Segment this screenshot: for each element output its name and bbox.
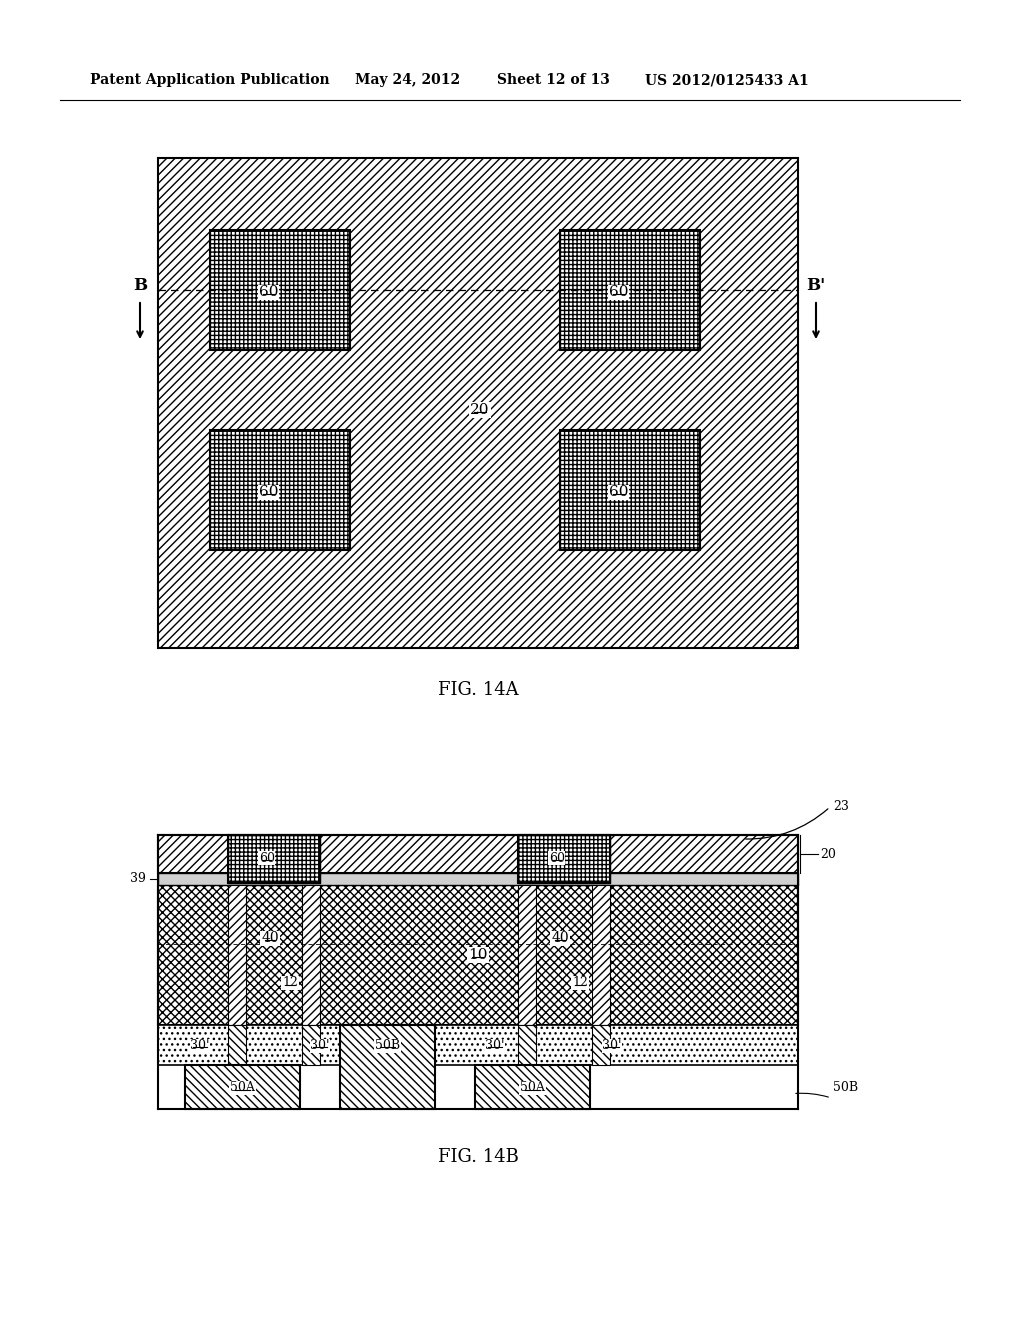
Text: 50B: 50B [375, 1039, 400, 1052]
Text: 20: 20 [820, 847, 836, 861]
Text: 30': 30' [602, 1039, 622, 1052]
Bar [475, 1065, 590, 1109]
Text: 60: 60 [609, 486, 629, 499]
Bar [302, 884, 319, 1026]
Bar [158, 836, 798, 873]
Bar [210, 230, 350, 350]
Text: 30': 30' [485, 1039, 505, 1052]
Text: B': B' [806, 277, 825, 294]
Text: 30': 30' [310, 1039, 330, 1052]
Text: May 24, 2012: May 24, 2012 [355, 73, 460, 87]
Bar [560, 430, 700, 550]
Text: 50A: 50A [230, 1081, 255, 1094]
Bar [158, 884, 798, 1026]
Bar [518, 836, 610, 883]
Text: 40: 40 [551, 931, 568, 945]
Text: 60: 60 [259, 486, 279, 499]
Text: 50B: 50B [833, 1081, 858, 1094]
Bar [158, 158, 798, 648]
Bar [518, 836, 610, 883]
Text: 20: 20 [470, 403, 489, 417]
Text: FIG. 14A: FIG. 14A [437, 681, 518, 700]
Bar [560, 230, 700, 350]
Text: 10: 10 [468, 948, 487, 962]
Bar [185, 1065, 300, 1109]
Bar [210, 430, 350, 550]
Text: Patent Application Publication: Patent Application Publication [90, 73, 330, 87]
Text: 50A: 50A [520, 1081, 545, 1094]
Bar [302, 1026, 319, 1065]
Text: 60: 60 [549, 851, 564, 865]
Text: 60: 60 [259, 851, 274, 865]
Bar [158, 873, 798, 884]
Bar [340, 1026, 435, 1109]
Bar [210, 430, 350, 550]
Text: 12: 12 [572, 977, 588, 990]
Text: FIG. 14B: FIG. 14B [437, 1148, 518, 1166]
Bar [228, 836, 319, 883]
Text: 60: 60 [609, 285, 629, 300]
Bar [158, 1026, 798, 1065]
Bar [560, 230, 700, 350]
Text: US 2012/0125433 A1: US 2012/0125433 A1 [645, 73, 809, 87]
Text: Sheet 12 of 13: Sheet 12 of 13 [497, 73, 610, 87]
Bar [560, 430, 700, 550]
Bar [592, 1026, 610, 1065]
Bar [210, 230, 350, 350]
Bar [592, 884, 610, 1026]
Text: B: B [133, 277, 147, 294]
Bar [228, 884, 246, 1026]
Bar [228, 836, 319, 883]
Text: 30': 30' [190, 1039, 210, 1052]
Bar [518, 1026, 536, 1065]
Text: 60: 60 [259, 285, 279, 300]
Text: 40: 40 [261, 931, 279, 945]
Text: 23: 23 [833, 800, 849, 813]
Bar [518, 884, 536, 1026]
Bar [228, 1026, 246, 1065]
Text: 12: 12 [282, 977, 298, 990]
Text: 39: 39 [130, 873, 146, 886]
